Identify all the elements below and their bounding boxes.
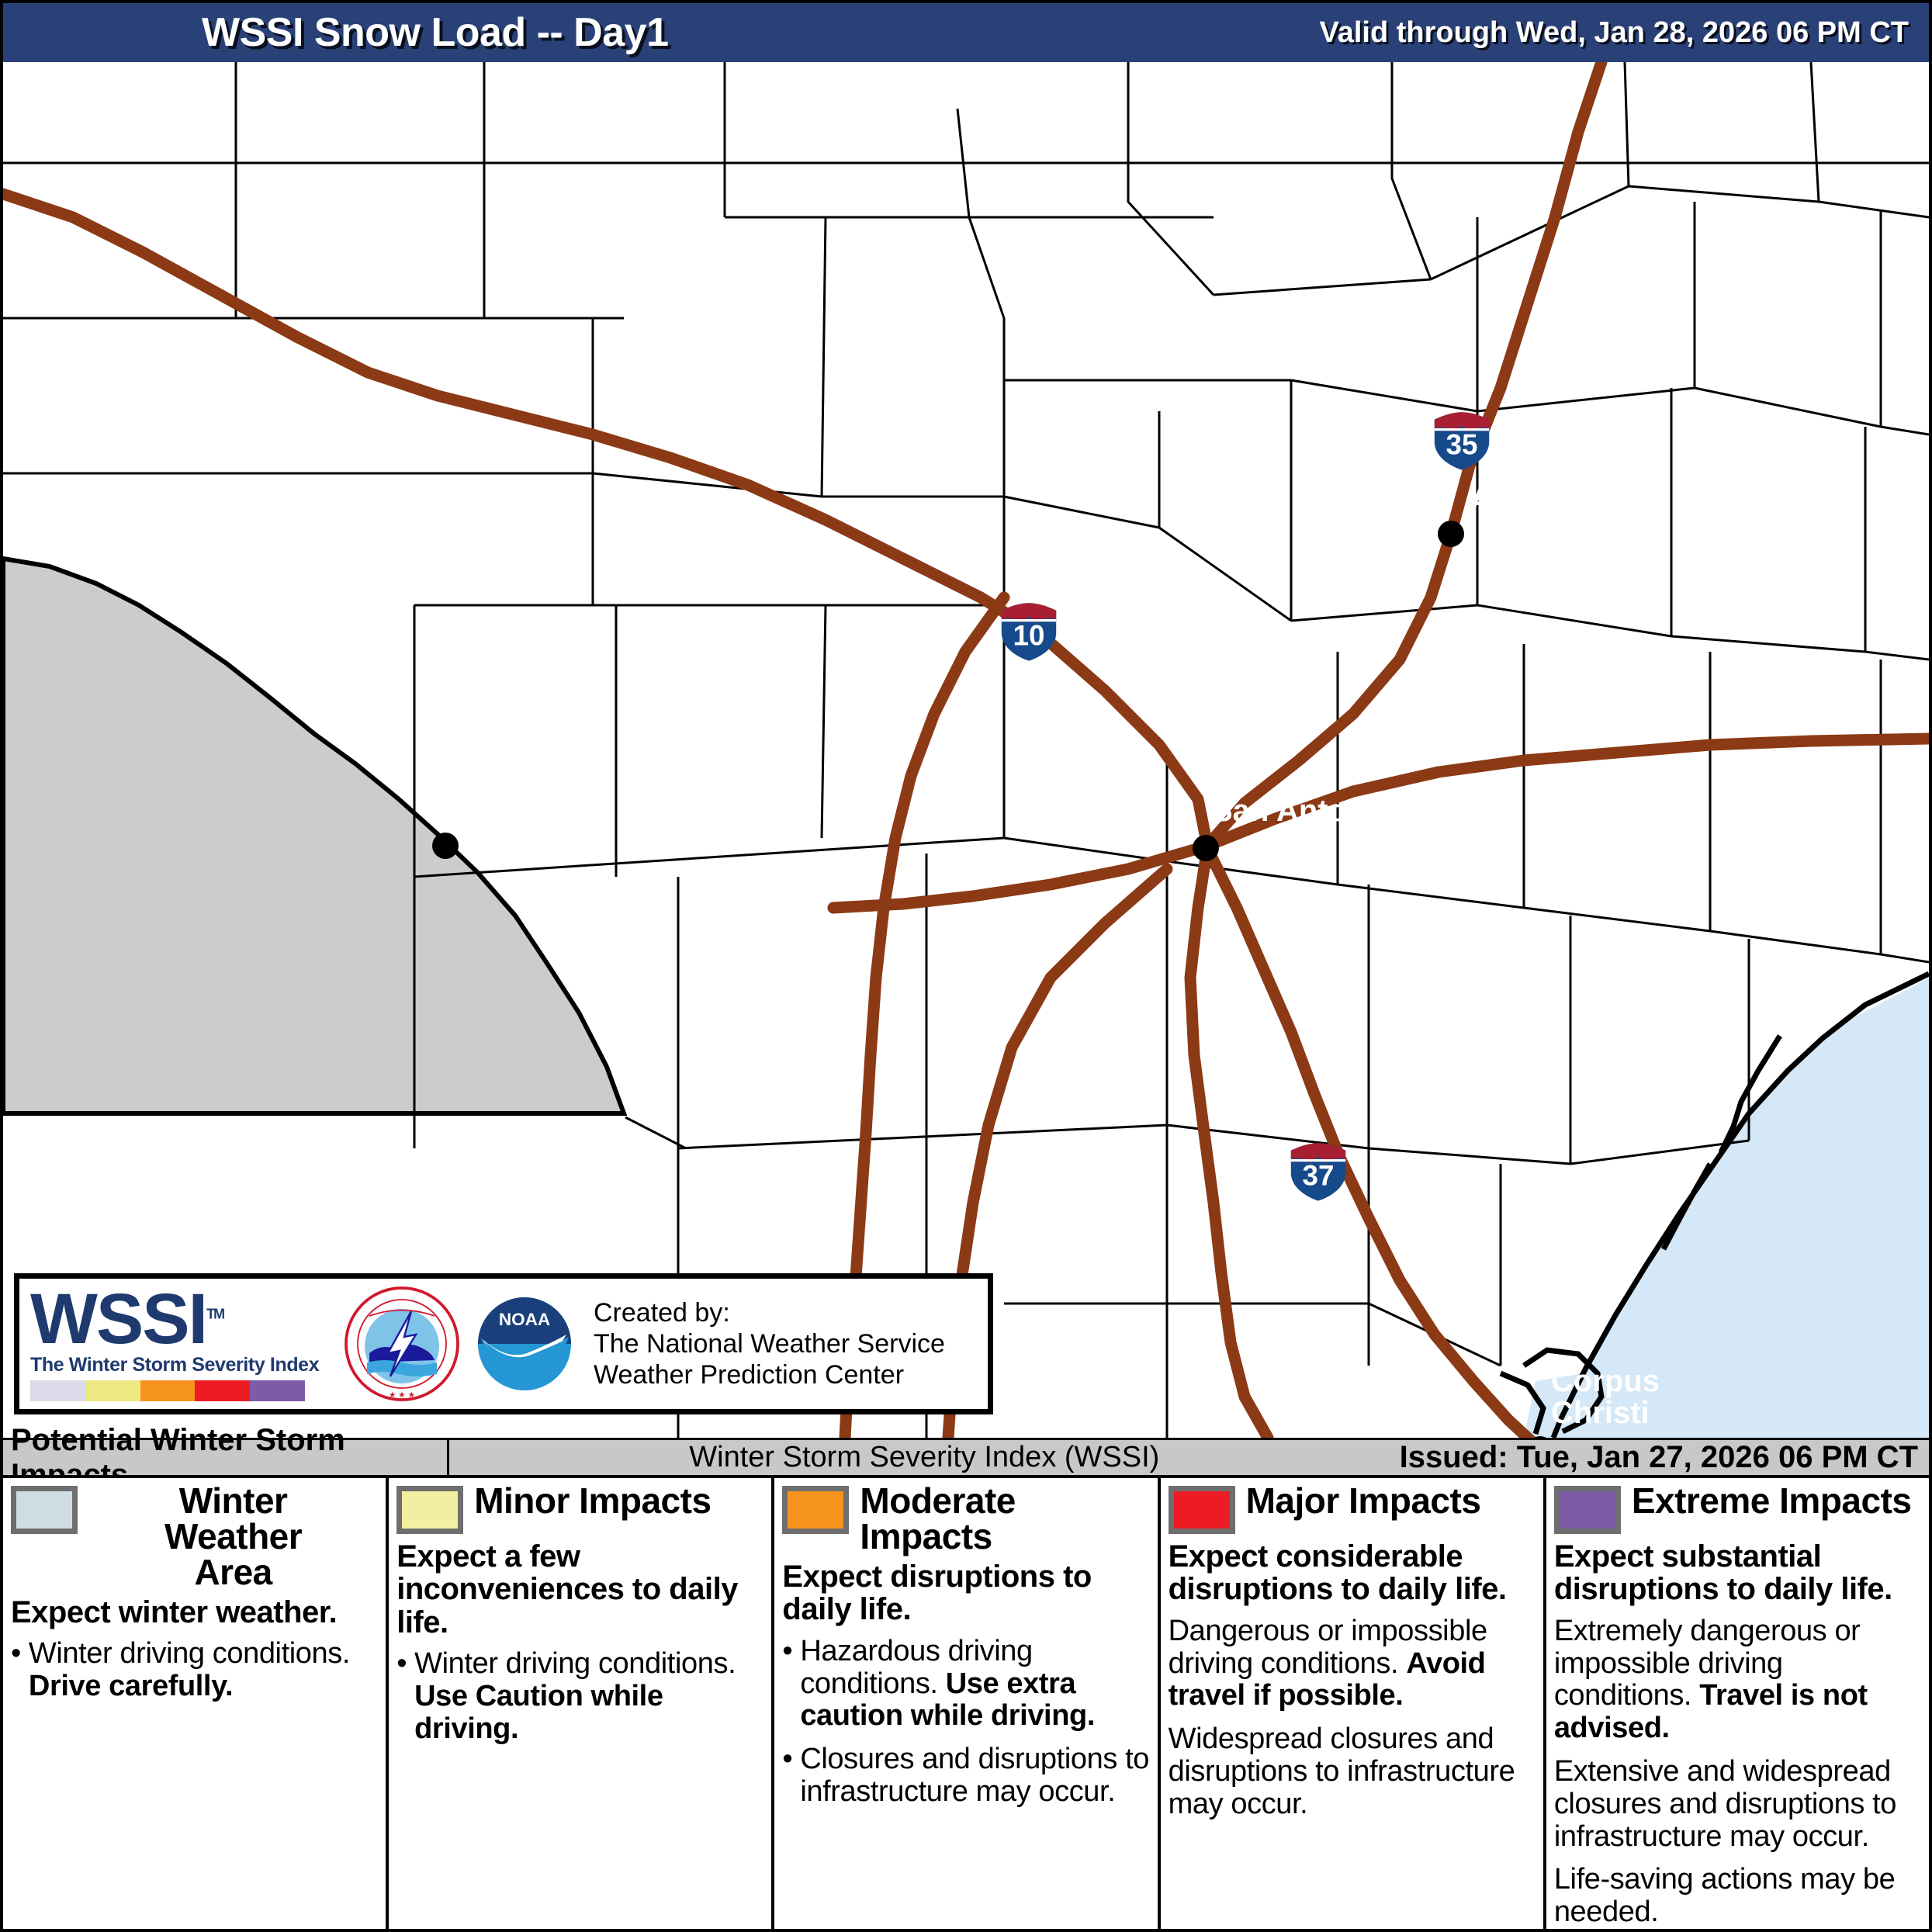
status-bar: Potential Winter Storm Impacts Winter St… (3, 1423, 1929, 1492)
legend-bullet-2-1: • Closures and disruptions to infrastruct… (782, 1743, 1149, 1809)
legend-bullet-3-0: •Dangerous or impossible driving conditi… (1169, 1615, 1536, 1712)
impact-legend: Winter Weather Area Expect winter weather. •… (3, 1478, 1929, 1929)
legend-header-0: Winter Weather Area (11, 1483, 378, 1590)
legend-bullet-text: Extremely dangerous or impossible drivin… (1553, 1614, 1868, 1745)
legend-bullets-3: •Dangerous or impossible driving conditi… (1169, 1615, 1536, 1821)
wssi-wordmark: WSSITM (30, 1279, 225, 1359)
legend-bullet-text: Dangerous or impossible driving conditio… (1168, 1614, 1488, 1712)
legend-swatch-0 (11, 1486, 78, 1534)
created-by-line-2: The National Weather Service (594, 1328, 945, 1359)
legend-bullet-text: Life-saving actions may be needed. (1553, 1863, 1896, 1929)
legend-column-4: Extreme Impacts Expect substantial disrup… (1546, 1478, 1929, 1929)
bullet-dot-icon: • (11, 1637, 21, 1671)
bullet-dot-icon: • (396, 1647, 407, 1681)
city-dot-del-rio (432, 833, 459, 859)
legend-title-4: Extreme Impacts (1631, 1480, 1912, 1521)
legend-bullets-1: • Winter driving conditions. Use Caution … (396, 1647, 763, 1745)
nws-seal-icon: ★ ★ ★ (345, 1286, 459, 1401)
legend-title-3: Major Impacts (1245, 1480, 1481, 1521)
legend-header-2: Moderate Impacts (782, 1483, 1149, 1554)
interstate-shield-10: 10 (1001, 603, 1057, 661)
agency-seals: ★ ★ ★ NOAA (344, 1286, 583, 1402)
wssi-subtitle: Winter Storm Severity Index (WSSI) (689, 1441, 1160, 1473)
noaa-seal-icon: NOAA (469, 1288, 580, 1400)
legend-header-4: Extreme Impacts (1553, 1480, 1921, 1534)
legend-bullet-text: Hazardous driving conditions. Use extra … (800, 1634, 1095, 1733)
city-label-austin: Austin (1470, 483, 1567, 518)
interstate-shield-35: 35 (1434, 412, 1490, 470)
legend-lead-1: Expect a few inconveniences to daily lif… (396, 1539, 738, 1639)
legend-bullets-2: • Hazardous driving conditions. Use extra… (782, 1634, 1149, 1809)
legend-lead-2: Expect disruptions to daily life. (782, 1560, 1092, 1627)
city-label-del-rio: Del Rio (455, 778, 562, 812)
legend-bullet-text: Widespread closures and disruptions to i… (1168, 1723, 1515, 1820)
legend-column-2: Moderate Impacts Expect disruptions to da… (774, 1478, 1161, 1929)
legend-header-3: Major Impacts (1168, 1480, 1536, 1534)
legend-bullet-1-0: • Winter driving conditions. Use Caution … (396, 1647, 763, 1745)
legend-lead-0: Expect winter weather. (11, 1595, 338, 1629)
legend-swatch-2 (782, 1486, 850, 1534)
legend-bullet-text: Extensive and widespread closures and di… (1553, 1754, 1897, 1853)
county-lines (3, 62, 1929, 1438)
legend-swatch-1 (396, 1486, 464, 1534)
created-by-line-3: Weather Prediction Center (594, 1360, 905, 1390)
created-by-line-1: Created by: (594, 1297, 730, 1328)
wssi-credit-box: WSSITM The Winter Storm Severity Index ★… (14, 1273, 993, 1414)
legend-bullet-2-0: • Hazardous driving conditions. Use extra… (782, 1634, 1149, 1733)
legend-bullet-4-1: •Extensive and widespread closures and d… (1553, 1754, 1921, 1853)
legend-lead-4: Expect substantial disruptions to daily … (1553, 1539, 1892, 1607)
wssi-color-bar (30, 1380, 305, 1401)
svg-text:★ ★ ★: ★ ★ ★ (389, 1390, 416, 1400)
city-dot-corpus-christi (1527, 1436, 1553, 1438)
page-title: WSSI Snow Load -- Day1 (202, 10, 669, 55)
legend-bullet-text: Winter driving conditions. Use Caution w… (414, 1647, 736, 1745)
svg-text:37: 37 (1303, 1160, 1335, 1192)
potential-impacts-label: Potential Winter Storm Impacts (3, 1423, 449, 1492)
legend-swatch-4 (1553, 1486, 1621, 1534)
valid-through-label: Valid through Wed, Jan 28, 2026 06 PM CT (1319, 16, 1909, 49)
legend-bullets-0: • Winter driving conditions. Drive carefu… (11, 1638, 378, 1703)
city-label-corpus-christi: Corpus Christi (1551, 1364, 1660, 1430)
legend-column-0: Winter Weather Area Expect winter weather. •… (3, 1478, 390, 1929)
city-dot-austin (1438, 521, 1464, 547)
legend-bullets-4: •Extremely dangerous or impossible drivi… (1554, 1615, 1921, 1929)
legend-bullet-3-1: •Widespread closures and disruptions to … (1169, 1723, 1536, 1820)
wssi-logo: WSSITM The Winter Storm Severity Index (30, 1279, 330, 1401)
interstate-shield-37: 37 (1290, 1143, 1346, 1201)
legend-title-0: Winter Weather Area (164, 1480, 303, 1592)
bullet-dot-icon: • (782, 1634, 793, 1667)
coastline (1499, 971, 1929, 1438)
legend-title-2: Moderate Impacts (860, 1480, 1016, 1556)
map-graphic (3, 62, 1929, 1438)
legend-title-1: Minor Impacts (474, 1480, 712, 1521)
header-bar: WSSI Snow Load -- Day1 Valid through Wed… (3, 3, 1929, 62)
legend-bullet-0-0: • Winter driving conditions. Drive carefu… (11, 1638, 378, 1703)
city-dot-san-antonio (1193, 835, 1219, 861)
legend-bullet-4-0: •Extremely dangerous or impossible drivi… (1554, 1615, 1921, 1745)
legend-column-3: Major Impacts Expect considerable disrupt… (1161, 1478, 1546, 1929)
legend-bullet-text: Closures and disruptions to infrastructu… (800, 1743, 1149, 1808)
legend-bullet-text: Winter driving conditions. Drive careful… (28, 1637, 351, 1703)
wssi-tagline: The Winter Storm Severity Index (30, 1353, 320, 1376)
mexico-region (3, 556, 628, 1116)
legend-column-1: Minor Impacts Expect a few inconveniences… (389, 1478, 775, 1929)
bullet-dot-icon: • (782, 1743, 793, 1776)
svg-text:NOAA: NOAA (499, 1310, 550, 1329)
city-label-san-antonio: San Antonio (1212, 794, 1394, 828)
svg-text:10: 10 (1013, 620, 1045, 652)
issued-label: Issued: Tue, Jan 27, 2026 06 PM CT (1399, 1440, 1918, 1474)
created-by-text: Created by: The National Weather Service… (594, 1297, 945, 1390)
legend-swatch-3 (1168, 1486, 1235, 1534)
legend-lead-3: Expect considerable disruptions to daily… (1168, 1539, 1507, 1607)
svg-text:35: 35 (1446, 429, 1478, 461)
map-canvas[interactable]: Del Rio Austin San Antonio Corpus Christi… (3, 62, 1929, 1438)
gulf-water (1555, 978, 1929, 1438)
legend-header-1: Minor Impacts (396, 1483, 763, 1534)
legend-bullet-4-2: •Life-saving actions may be needed. (1554, 1864, 1921, 1929)
